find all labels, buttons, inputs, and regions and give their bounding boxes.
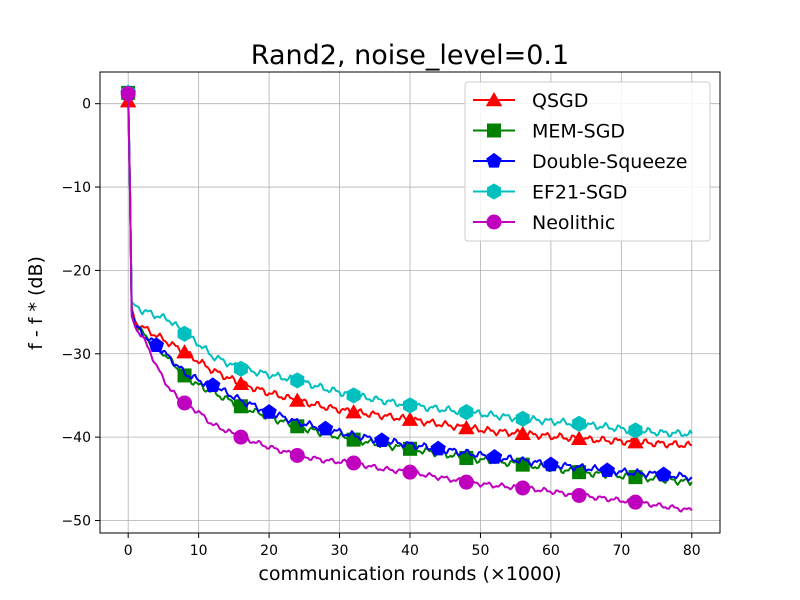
legend-swatch-marker xyxy=(487,123,501,138)
data-point xyxy=(233,429,249,445)
x-tick-label: 40 xyxy=(401,543,419,559)
x-tick-label: 50 xyxy=(472,543,490,559)
legend-item: QSGD xyxy=(473,90,588,112)
legend-swatch-marker xyxy=(486,214,502,230)
series-layer xyxy=(119,84,693,513)
data-point xyxy=(317,420,334,436)
y-tick-label: 0 xyxy=(82,97,91,113)
data-point xyxy=(572,415,587,432)
data-point xyxy=(515,480,531,496)
series-neolithic xyxy=(120,86,693,513)
x-tick-label: 20 xyxy=(260,543,278,559)
x-tick-label: 80 xyxy=(683,543,701,559)
data-point xyxy=(401,411,419,426)
y-axis-label: f - f * (dB) xyxy=(25,256,47,350)
data-point xyxy=(177,395,193,411)
data-point xyxy=(599,462,615,478)
data-point xyxy=(515,410,530,427)
legend-swatch-marker xyxy=(487,183,501,200)
data-point xyxy=(374,432,390,448)
series-ef21-sgd xyxy=(121,84,693,439)
data-point xyxy=(543,456,559,472)
x-tick-label: 0 xyxy=(124,543,133,559)
data-point xyxy=(289,447,305,463)
legend-box xyxy=(464,81,711,242)
legend-label: MEM-SGD xyxy=(532,121,625,143)
data-point xyxy=(403,397,417,414)
legend-label: QSGD xyxy=(532,90,588,112)
data-point xyxy=(346,387,361,404)
data-point xyxy=(205,377,221,393)
data-point xyxy=(570,430,588,446)
data-point xyxy=(627,494,643,510)
data-point xyxy=(655,466,672,482)
legend-item: EF21-SGD xyxy=(473,182,627,204)
series-qsgd xyxy=(119,93,693,449)
data-point xyxy=(233,360,248,377)
y-tick-label: −10 xyxy=(61,180,91,196)
data-point xyxy=(290,372,305,389)
data-point xyxy=(261,404,277,419)
y-tick-label: −30 xyxy=(61,347,91,363)
data-point xyxy=(176,344,193,359)
legend-label: Double-Squeeze xyxy=(532,151,687,173)
data-point xyxy=(458,474,474,490)
x-tick-label: 60 xyxy=(542,543,560,559)
data-point xyxy=(232,375,250,391)
chart-title: Rand2, noise_level=0.1 xyxy=(251,40,569,71)
data-point xyxy=(458,419,475,435)
legend-swatch-marker xyxy=(485,91,503,107)
data-point xyxy=(177,325,192,342)
data-point xyxy=(120,86,136,102)
y-tick-label: −50 xyxy=(61,513,91,529)
data-point xyxy=(628,422,643,439)
x-tick-label: 10 xyxy=(190,543,208,559)
data-point xyxy=(459,404,474,421)
axis-ticks: 0 10 20 30 40 50 60 70 80 0 −10 −20 −30 −40 −50 xyxy=(61,97,700,559)
legend-swatch-marker xyxy=(486,152,502,168)
x-tick-label: 30 xyxy=(331,543,349,559)
legend-item: Double-Squeeze xyxy=(473,151,687,173)
data-point xyxy=(514,425,531,441)
legend-label: EF21-SGD xyxy=(532,182,627,204)
y-tick-label: −20 xyxy=(61,263,91,279)
y-tick-label: −40 xyxy=(61,430,91,446)
data-point xyxy=(345,404,362,419)
legend-label: Neolithic xyxy=(532,212,615,234)
data-point xyxy=(486,449,503,464)
data-point xyxy=(289,392,306,407)
x-tick-label: 70 xyxy=(612,543,630,559)
data-point xyxy=(346,455,362,471)
x-axis-label: communication rounds (×1000) xyxy=(258,563,561,585)
legend: QSGD MEM-SGD Double-Squeeze EF21-SGD Neolith… xyxy=(464,81,711,242)
data-point xyxy=(571,487,587,503)
data-point xyxy=(430,440,446,456)
legend-item: Neolithic xyxy=(473,212,615,234)
data-point xyxy=(148,337,165,352)
legend-item: MEM-SGD xyxy=(473,121,625,143)
series-line xyxy=(127,93,693,482)
data-point xyxy=(627,434,644,449)
data-point xyxy=(402,464,418,480)
